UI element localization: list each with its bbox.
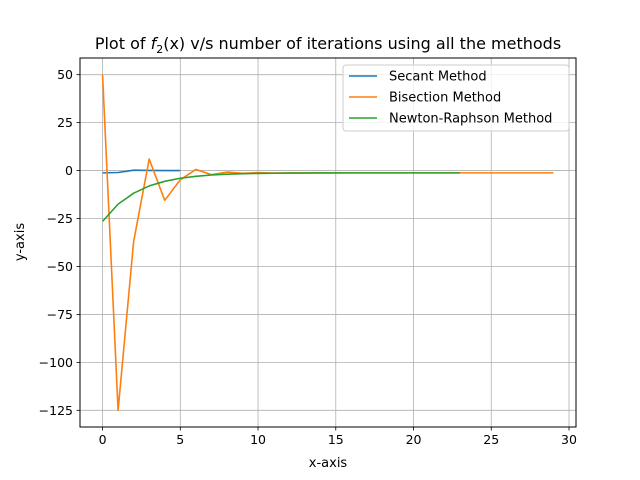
y-tick-label: −125 <box>39 403 73 418</box>
legend-label: Bisection Method <box>389 91 501 106</box>
legend-box <box>342 64 570 132</box>
x-ticks: 0 5 10 15 20 25 30 <box>99 427 577 447</box>
y-tick-label: −75 <box>47 307 73 322</box>
grid <box>80 58 576 427</box>
x-tick-label: 10 <box>250 432 266 447</box>
y-ticks: 50 25 0 −25 −50 −75 −100 −125 <box>39 67 80 418</box>
x-tick-label: 15 <box>328 432 344 447</box>
y-axis-label: y-axis <box>13 223 28 261</box>
series-line-newton-raphson-method <box>101 172 461 222</box>
plot-frame <box>79 57 577 428</box>
y-tick-label: 0 <box>65 163 73 178</box>
x-tick-label: 25 <box>483 432 499 447</box>
y-tick-label: −25 <box>47 211 73 226</box>
y-tick-label: −100 <box>39 355 73 370</box>
series-line-secant-method <box>102 169 181 174</box>
x-axis-label: x-axis <box>309 456 348 471</box>
x-tick-label: 20 <box>406 432 422 447</box>
chart-title: Plot of f2(x) v/s number of iterations u… <box>95 34 561 56</box>
legend: Secant Method Bisection Method Newton-Raph… <box>342 64 570 132</box>
legend-label: Secant Method <box>389 70 487 85</box>
y-tick-label: −50 <box>47 259 73 274</box>
legend-label: Newton-Raphson Method <box>389 112 552 127</box>
x-tick-label: 0 <box>99 432 107 447</box>
y-tick-label: 25 <box>57 115 73 130</box>
y-tick-label: 50 <box>57 67 73 82</box>
series-lines <box>101 74 554 412</box>
x-tick-label: 5 <box>176 432 184 447</box>
x-tick-label: 30 <box>561 432 577 447</box>
